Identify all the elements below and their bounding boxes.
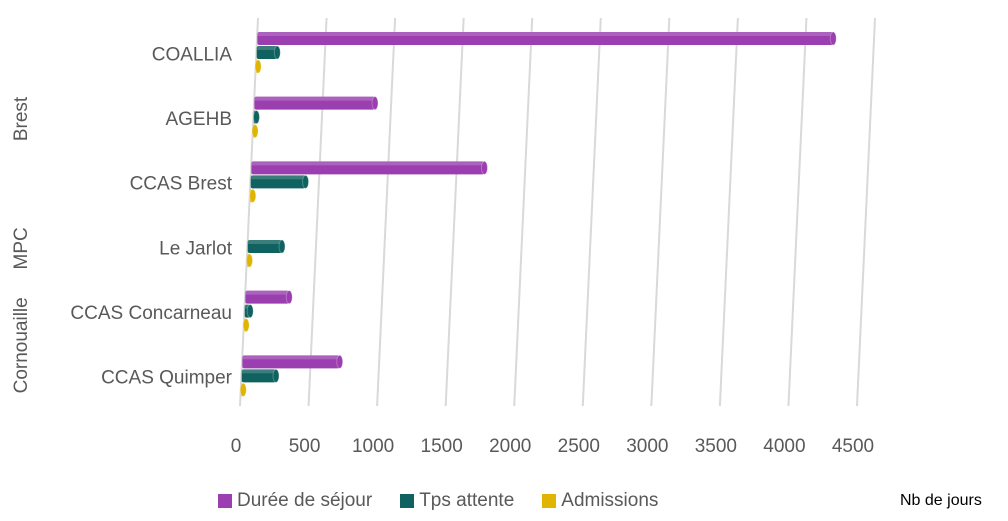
group-label-brest: Brest [11,96,32,141]
category-label-coallia: COALLIA [152,44,233,65]
bar-tps-attente-coallia [256,45,281,60]
bar-duree-de-sejour-ccas-quimper [242,354,344,369]
group-labels: Brest MPC Cornouaille [11,96,32,393]
category-labels: COALLIA AGEHB CCAS Brest Le Jarlot CCAS Conc… [70,44,232,388]
bar-duree-de-sejour-ccas-concarneau [245,290,293,305]
bar-duree-de-sejour-agehb [254,96,379,111]
gridline-1000 [376,17,397,407]
category-label-agehb: AGEHB [165,109,232,130]
x-tick-label-1000: 1000 [352,436,394,457]
x-tick-label-500: 500 [289,436,321,457]
bars [239,31,837,397]
gridline-4500 [856,17,876,407]
group-label-cornouaille: Cornouaille [11,297,32,393]
bar-admissions-agehb [251,124,259,139]
bar-duree-de-sejour-ccas-brest [251,160,488,175]
x-tick-label-1500: 1500 [421,436,463,457]
legend-label-attente: Tps attente [419,490,515,511]
x-tick-label-2500: 2500 [558,436,600,457]
legend-item-attente: Tps attente [400,490,514,512]
gridline-3000 [650,17,671,407]
legend-swatch-admissions [542,494,557,508]
x-tick-label-2000: 2000 [489,436,531,457]
x-tick-labels: 0 500 1000 1500 2000 2500 3000 3500 4000 4500 [231,436,874,457]
x-tick-label-4000: 4000 [763,436,805,457]
gridline-500 [307,17,328,407]
gridline-0 [239,17,259,407]
bar-admissions-ccas-concarneau [242,318,250,333]
x-tick-label-4500: 4500 [832,436,874,457]
bar-admissions-ccas-quimper [239,382,247,397]
x-tick-label-3000: 3000 [626,436,668,457]
bar-chart: 0 500 1000 1500 2000 2500 3000 3500 4000 4500 COA… [11,17,876,457]
bar-admissions-le-jarlot [246,253,254,268]
bar-tps-attente-ccas-concarneau [244,304,254,319]
bar-tps-attente-ccas-quimper [241,368,280,383]
category-label-ccas-brest: CCAS Brest [130,174,233,195]
gridline-4000 [787,17,808,407]
gridlines [239,17,876,407]
category-label-ccas-quimper: CCAS Quimper [101,368,233,389]
bar-tps-attente-ccas-brest [250,174,310,189]
legend-swatch-attente [400,494,415,508]
legend-label-duree: Durée de séjour [237,490,373,511]
bar-duree-de-sejour-coallia [257,31,837,46]
legend-item-duree: Durée de séjour [218,490,372,512]
gridline-2000 [513,17,534,407]
legend-label-admissions: Admissions [561,490,659,511]
x-tick-label-0: 0 [231,436,242,457]
legend-swatch-duree [218,494,232,508]
category-label-le-jarlot: Le Jarlot [159,238,233,259]
category-label-ccas-concarneau: CCAS Concarneau [70,303,232,324]
bar-tps-attente-le-jarlot [247,239,286,254]
x-axis-unit-label: Nb de jours [900,492,982,509]
group-label-mpc: MPC [11,227,32,269]
gridline-1500 [444,17,465,407]
bar-tps-attente-agehb [252,110,260,125]
legend-item-admissions: Admissions [542,490,658,512]
legend: Durée de séjour Tps attente Admissions [218,490,686,512]
bar-admissions-coallia [254,59,262,74]
x-tick-label-3500: 3500 [695,436,737,457]
bar-admissions-ccas-brest [249,188,257,203]
gridline-2500 [581,17,602,407]
gridline-3500 [718,17,739,407]
